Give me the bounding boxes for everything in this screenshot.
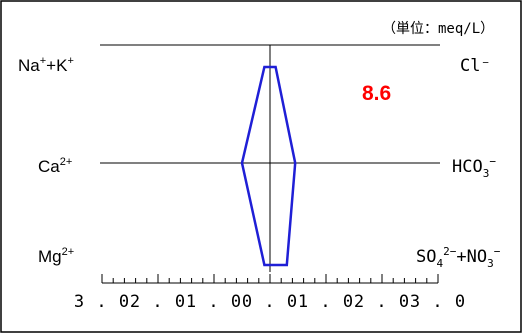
- x-tick-label: 3 . 0: [410, 292, 466, 312]
- right-label-cl: Cl⁻: [460, 56, 491, 76]
- x-tick-label: 1 . 0: [186, 292, 242, 312]
- x-tick-label: 2 . 0: [354, 292, 410, 312]
- left-label-ca: Ca2+: [38, 156, 72, 176]
- x-tick-label: 2 . 0: [130, 292, 186, 312]
- series-polygon: [240, 65, 297, 267]
- x-tick-label: 1 . 0: [298, 292, 354, 312]
- left-label-na-k: Na++K+: [18, 55, 74, 75]
- unit-note: （単位：meq/L）: [382, 21, 494, 37]
- annotation-value: 8.6: [362, 82, 391, 105]
- x-tick-label: 0 . 0: [242, 292, 298, 312]
- left-label-mg: Mg2+: [38, 246, 74, 266]
- right-label-hco3: HCO3−: [452, 155, 496, 180]
- right-label-so4-no3: SO42−+NO3−: [416, 245, 501, 270]
- x-axis: [101, 274, 439, 284]
- x-tick-label: 3 . 0: [74, 292, 130, 312]
